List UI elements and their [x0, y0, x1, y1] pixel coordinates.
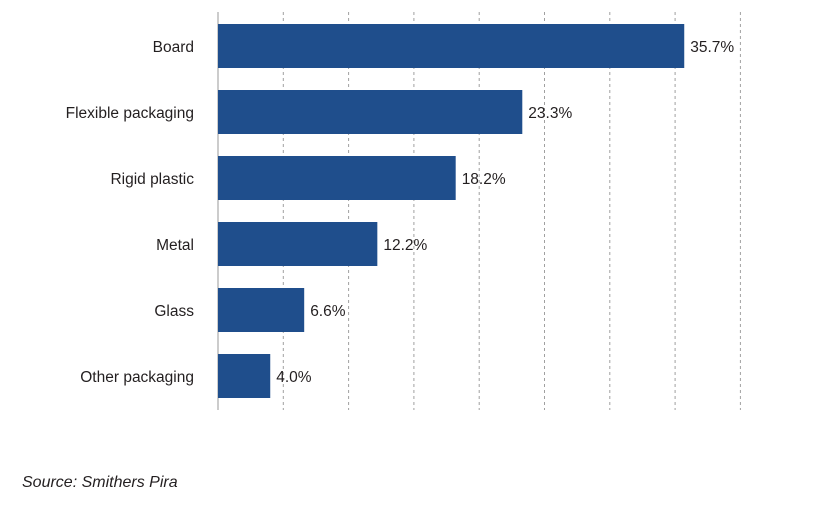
- value-label: 23.3%: [528, 105, 572, 122]
- source-note: Source: Smithers Pira: [22, 474, 178, 491]
- bar: [218, 354, 271, 398]
- bar: [218, 24, 685, 68]
- category-label: Flexible packaging: [66, 105, 194, 122]
- bar: [218, 90, 523, 134]
- grid-lines: [282, 12, 741, 410]
- bar: [218, 156, 456, 200]
- value-label: 6.6%: [310, 303, 346, 320]
- value-labels: 35.7% 23.3% 18.2% 12.2% 6.6% 4.0%: [276, 39, 734, 386]
- bar: [218, 222, 378, 266]
- category-label: Board: [153, 39, 194, 56]
- value-label: 18.2%: [462, 171, 506, 188]
- category-label: Glass: [154, 303, 194, 320]
- category-labels: Board Flexible packaging Rigid plastic Meta…: [66, 39, 195, 386]
- value-label: 12.2%: [383, 237, 427, 254]
- bar: [218, 288, 305, 332]
- bars: [218, 24, 685, 398]
- value-label: 35.7%: [690, 39, 734, 56]
- value-label: 4.0%: [276, 369, 312, 386]
- category-label: Metal: [156, 237, 194, 254]
- category-label: Other packaging: [80, 369, 194, 386]
- category-label: Rigid plastic: [110, 171, 194, 188]
